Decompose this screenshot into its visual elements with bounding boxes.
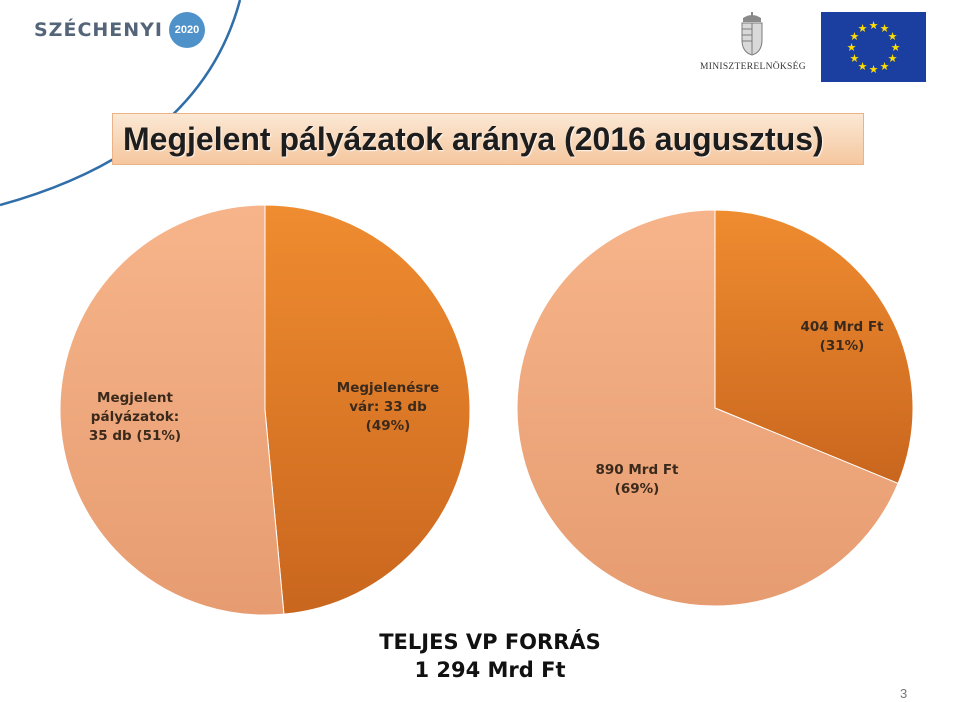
eu-star-icon: ★	[880, 23, 890, 35]
slice-data-label: 890 Mrd Ft (69%)	[595, 462, 679, 497]
page-number: 3	[900, 686, 908, 701]
total-caption-line1: TELJES VP FORRÁS	[379, 630, 601, 654]
slice-label-line: vár: 33 db	[349, 399, 427, 415]
eu-star-icon: ★	[869, 20, 879, 32]
eu-star-icon: ★	[888, 53, 898, 65]
slice-label-line: (69%)	[615, 481, 660, 497]
slice-label-line: 890 Mrd Ft	[595, 462, 679, 478]
slice-data-label: 404 Mrd Ft (31%)	[800, 319, 884, 354]
total-source-caption: TELJES VP FORRÁS 1 294 Mrd Ft	[340, 628, 640, 684]
slice-data-label: Megjelenésre vár: 33 db (49%)	[337, 380, 439, 434]
pie-chart-budget: 404 Mrd Ft (31%) 890 Mrd Ft (69%)	[516, 209, 914, 607]
eu-star-icon: ★	[850, 53, 860, 65]
eu-flag-icon: ★ ★ ★ ★ ★ ★ ★ ★ ★ ★ ★ ★	[821, 12, 926, 82]
brand-text: SZÉCHENYI	[34, 19, 163, 41]
eu-stars: ★ ★★★★★★★★★★★	[847, 20, 901, 76]
title-bar: Megjelent pályázatok aránya (2016 augusz…	[112, 113, 864, 165]
eu-star-icon: ★	[869, 64, 879, 76]
slice-label-line: (49%)	[366, 418, 411, 434]
eu-star-icon: ★	[880, 61, 890, 73]
slice-label-line: Megjelent	[97, 390, 173, 406]
pie-slice	[516, 209, 899, 607]
hungarian-crest-icon	[741, 12, 763, 56]
pie-chart-count: Megjelenésre vár: 33 db (49%) Megjelent pály…	[59, 204, 471, 616]
ministry-name: MINISZTERELNÖKSÉG	[700, 62, 806, 72]
eu-star-icon: ★	[888, 31, 898, 43]
pie-slice	[264, 204, 471, 615]
slice-label-line: 404 Mrd Ft	[800, 319, 884, 335]
eu-star-icon: ★	[847, 42, 857, 54]
page-title: Megjelent pályázatok aránya (2016 augusz…	[123, 120, 824, 157]
pie-slice	[59, 204, 285, 616]
brand-year-pin-icon: 2020	[169, 12, 205, 48]
slice-label-line: pályázatok:	[91, 409, 179, 425]
pie-slice	[714, 209, 914, 485]
slice-label-line: (31%)	[820, 338, 865, 354]
slice-label-line: Megjelenésre	[337, 380, 439, 396]
eu-star-icon: ★	[891, 42, 901, 54]
eu-star-icon: ★	[858, 61, 868, 73]
eu-star-icon: ★	[858, 23, 868, 35]
total-caption-line2: 1 294 Mrd Ft	[414, 658, 566, 682]
szechenyi-2020-logo: SZÉCHENYI 2020	[34, 10, 205, 50]
slice-data-label: Megjelent pályázatok: 35 db (51%)	[89, 390, 181, 444]
slice-label-line: 35 db (51%)	[89, 428, 181, 444]
eu-star-icon: ★	[850, 31, 860, 43]
ministry-logo: MINISZTERELNÖKSÉG	[700, 12, 806, 84]
